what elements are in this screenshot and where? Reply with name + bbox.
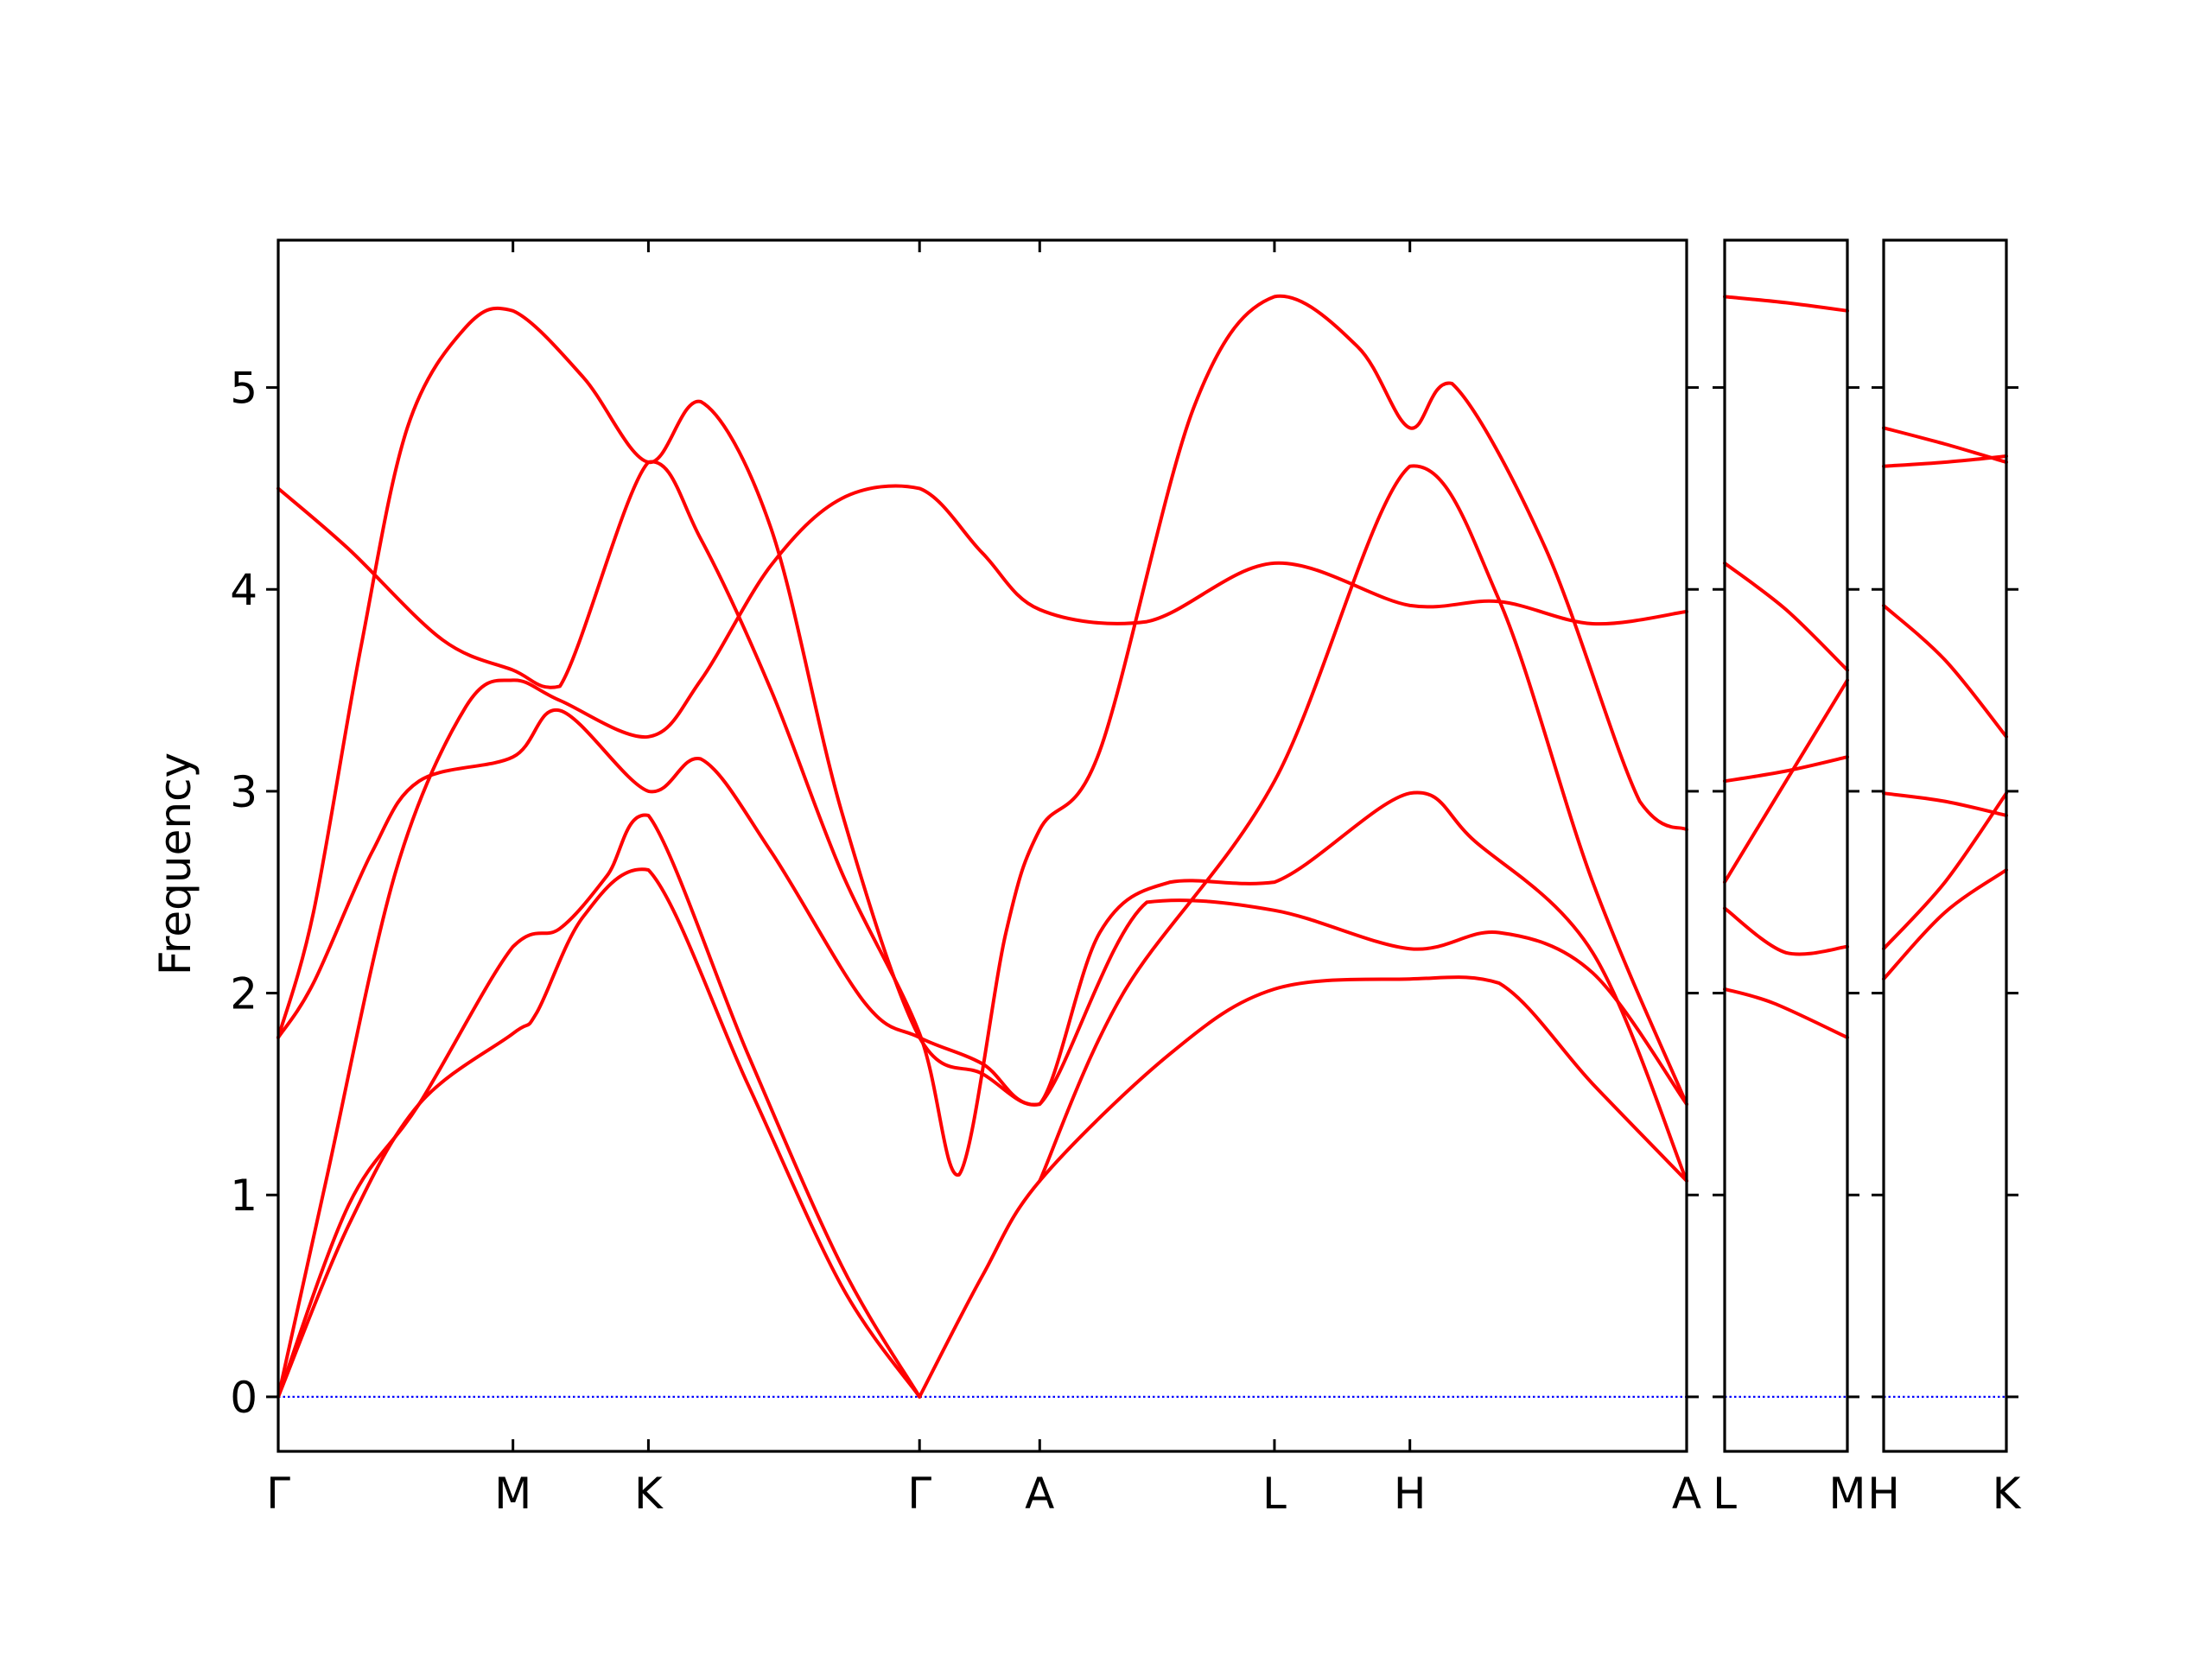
x-tick-label: L [1262, 1469, 1287, 1519]
x-tick-label: M [1828, 1469, 1866, 1519]
band-line-2-3 [1723, 678, 1849, 885]
y-tick-label: 4 [230, 565, 257, 615]
plot-frame-1 [276, 238, 1688, 1453]
band-line-2-6 [1723, 295, 1849, 313]
band-line-2-2 [1723, 906, 1849, 956]
x-tick-label: A [1672, 1469, 1701, 1519]
band-line-3-4 [1882, 603, 2008, 739]
x-tick-label: Γ [907, 1469, 931, 1519]
y-tick-label: 5 [230, 364, 257, 414]
band-line-3-1 [1882, 868, 2008, 981]
x-tick-label: K [634, 1469, 664, 1519]
x-tick-label: A [1025, 1469, 1054, 1519]
band-line-1-8 [1038, 464, 1688, 1183]
plot-frame-2 [1723, 238, 1849, 1453]
band-line-3-6 [1882, 426, 2008, 464]
band-line-1-2 [276, 813, 922, 1399]
x-tick-label: Γ [266, 1469, 290, 1519]
y-tick-label: 3 [230, 767, 257, 817]
band-line-3-2 [1882, 791, 2008, 951]
band-line-2-1 [1723, 987, 1849, 1039]
band-line-2-5 [1723, 561, 1849, 672]
x-tick-label: H [1867, 1469, 1900, 1519]
x-tick-label: M [494, 1469, 531, 1519]
band-line-1-7 [918, 975, 1688, 1399]
band-line-2-4 [1723, 755, 1849, 784]
band-line-3-3 [1882, 791, 2008, 817]
plot-frame-3 [1882, 238, 2008, 1453]
y-tick-label: 1 [230, 1171, 257, 1221]
band-line-1-5 [276, 306, 1688, 1183]
y-axis-label: Frequency [150, 752, 200, 975]
x-tick-label: H [1394, 1469, 1427, 1519]
band-line-1-1 [276, 867, 922, 1399]
x-tick-label: K [1993, 1469, 2022, 1519]
band-line-1-6 [276, 294, 1688, 1177]
band-line-1-3 [276, 484, 1688, 1399]
y-tick-label: 2 [230, 969, 257, 1019]
y-tick-label: 0 [230, 1373, 257, 1423]
x-tick-label: L [1713, 1469, 1737, 1519]
band-line-1-4 [276, 708, 1688, 1107]
